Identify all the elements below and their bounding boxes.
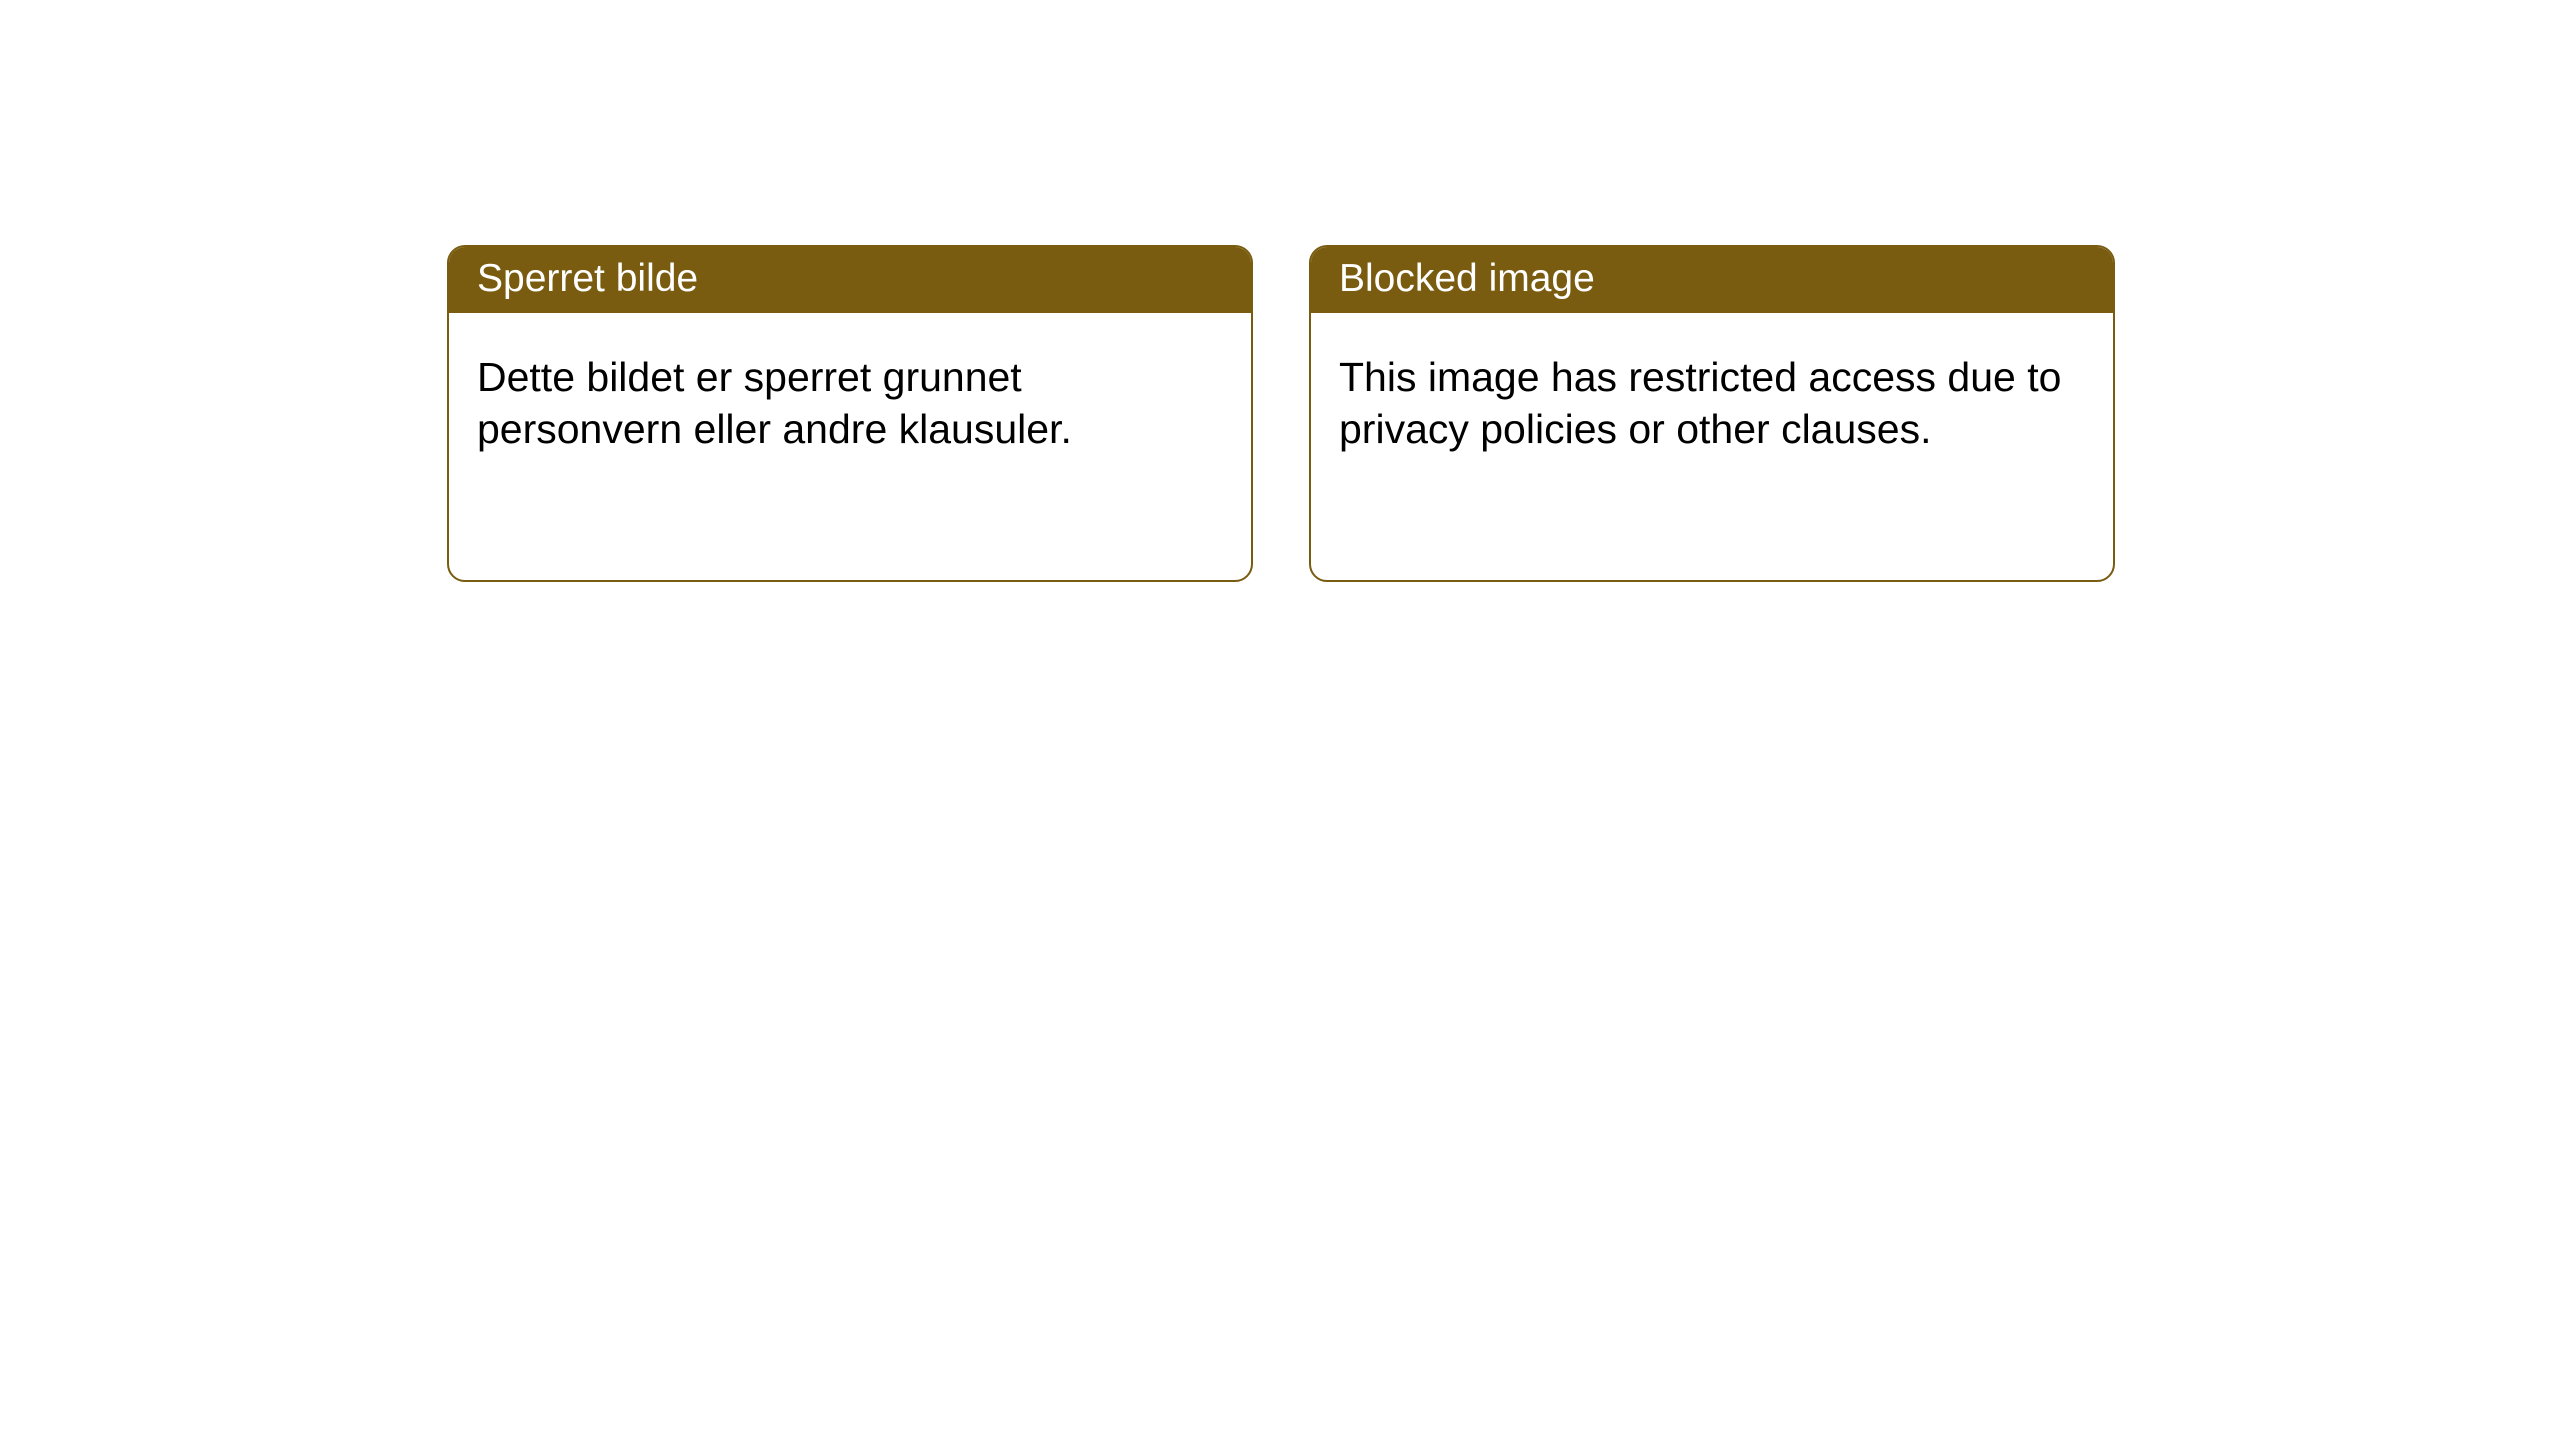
notice-container: Sperret bilde Dette bildet er sperret gr…	[0, 0, 2560, 582]
notice-card-norwegian: Sperret bilde Dette bildet er sperret gr…	[447, 245, 1253, 582]
notice-card-header: Sperret bilde	[449, 247, 1251, 313]
notice-card-header: Blocked image	[1311, 247, 2113, 313]
notice-card-body: This image has restricted access due to …	[1311, 313, 2113, 480]
notice-card-english: Blocked image This image has restricted …	[1309, 245, 2115, 582]
notice-card-body: Dette bildet er sperret grunnet personve…	[449, 313, 1251, 480]
